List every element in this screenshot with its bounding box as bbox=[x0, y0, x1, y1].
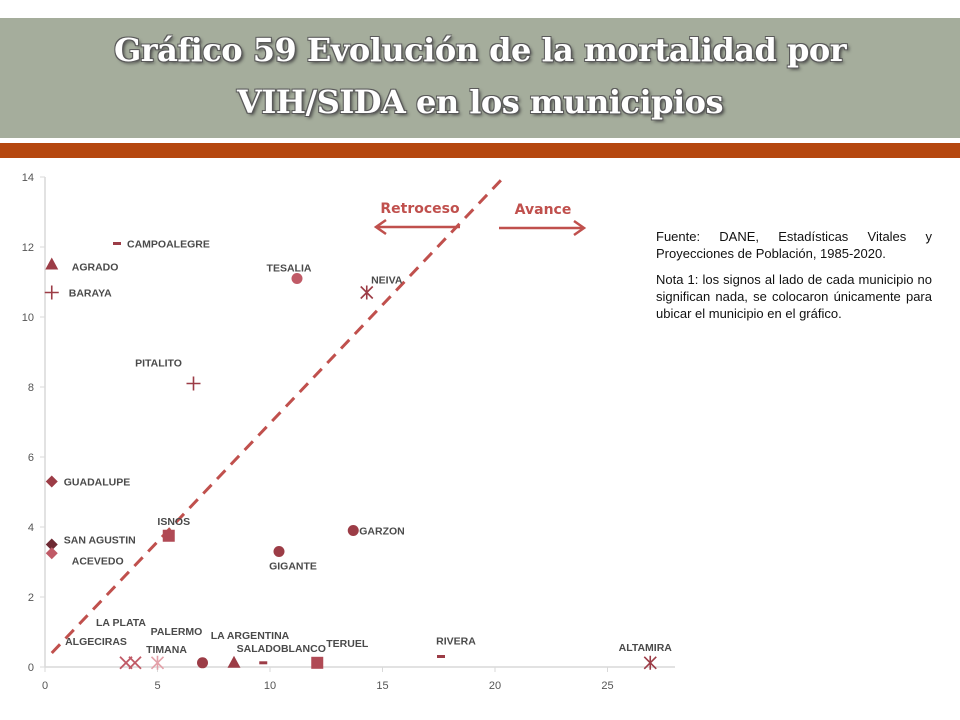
arrow-label-left: Retroceso bbox=[380, 201, 460, 217]
arrow-label-right: Avance bbox=[515, 202, 572, 218]
page-title: Gráfico 59 Evolución de la mortalidad po… bbox=[113, 31, 847, 121]
x-tick-label: 0 bbox=[42, 680, 48, 692]
arrow-head-left bbox=[373, 218, 387, 236]
reference-dashed-line bbox=[50, 175, 506, 655]
point-campoalegre bbox=[113, 242, 121, 245]
arrow-head-right bbox=[573, 219, 587, 237]
data-points: CAMPOALEGRE AGRADO BARAYA TESALIA NEIVA PITAL… bbox=[44, 239, 673, 670]
point-label-agrado: AGRADO bbox=[72, 262, 119, 274]
y-tick-label: 0 bbox=[28, 662, 34, 674]
chart-axes: 0 5 10 15 20 25 0 2 4 6 8 10 12 14 bbox=[22, 172, 675, 692]
point-rivera bbox=[437, 655, 445, 658]
point-pitalito bbox=[186, 376, 201, 391]
note-1: Nota 1: los signos al lado de cada munic… bbox=[656, 272, 932, 321]
point-san-agustin bbox=[45, 538, 58, 551]
point-label-palermo: PALERMO bbox=[151, 626, 203, 638]
point-label-tesalia: TESALIA bbox=[267, 263, 312, 275]
x-tick-label: 15 bbox=[376, 680, 388, 692]
y-tick-label: 4 bbox=[28, 522, 34, 534]
x-tick-label: 10 bbox=[264, 680, 276, 692]
scatter-chart: 0 5 10 15 20 25 0 2 4 6 8 10 12 14 Retroceso Avance CA… bbox=[22, 172, 675, 692]
y-tick-label: 2 bbox=[28, 592, 34, 604]
point-isnos bbox=[162, 529, 175, 542]
point-agrado bbox=[45, 257, 59, 270]
point-label-guadalupe: GUADALUPE bbox=[64, 477, 131, 489]
y-tick-label: 14 bbox=[22, 172, 34, 184]
point-label-neiva: NEIVA bbox=[371, 275, 403, 287]
y-tick-label: 12 bbox=[22, 242, 34, 254]
y-tick-label: 10 bbox=[22, 312, 34, 324]
source-note: Fuente: DANE, Estadísticas Vitales y Pro… bbox=[656, 229, 932, 261]
point-label-isnos: ISNOS bbox=[157, 516, 190, 528]
point-label-la-plata: LA PLATA bbox=[96, 617, 146, 629]
point-label-timana: TIMANA bbox=[146, 644, 187, 656]
point-label-san-agustin: SAN AGUSTIN bbox=[64, 535, 136, 547]
point-label-garzon: GARZON bbox=[359, 526, 405, 538]
point-label-rivera: RIVERA bbox=[436, 636, 476, 648]
point-baraya bbox=[44, 285, 59, 300]
point-label-teruel: TERUEL bbox=[326, 638, 369, 650]
point-label-algeciras: ALGECIRAS bbox=[65, 636, 127, 648]
y-tick-label: 6 bbox=[28, 452, 34, 464]
point-tesalia bbox=[291, 273, 303, 284]
point-label-saladoblanco: SALADOBLANCO bbox=[237, 643, 326, 655]
point-la-argentina bbox=[227, 655, 241, 668]
point-gigante bbox=[273, 546, 285, 557]
reference-line bbox=[50, 175, 506, 655]
point-label-altamira: ALTAMIRA bbox=[619, 642, 673, 654]
x-tick-label: 25 bbox=[601, 680, 613, 692]
x-tick-label: 5 bbox=[154, 680, 160, 692]
point-garzon bbox=[347, 525, 359, 536]
point-label-gigante: GIGANTE bbox=[269, 561, 317, 573]
point-label-acevedo: ACEVEDO bbox=[72, 555, 124, 567]
point-guadalupe bbox=[45, 475, 58, 488]
point-neiva bbox=[360, 285, 374, 300]
point-palermo bbox=[197, 657, 208, 669]
point-teruel bbox=[311, 656, 324, 669]
point-label-baraya: BARAYA bbox=[69, 288, 112, 300]
direction-arrows: Retroceso Avance bbox=[373, 201, 587, 237]
title-accent-bar bbox=[0, 143, 960, 158]
title-bar bbox=[0, 18, 960, 138]
point-label-la-argentina: LA ARGENTINA bbox=[211, 630, 290, 642]
point-label-campoalegre: CAMPOALEGRE bbox=[127, 239, 210, 251]
point-acevedo bbox=[45, 547, 58, 560]
notes-panel: Fuente: DANE, Estadísticas Vitales y Pro… bbox=[656, 228, 932, 331]
x-tick-label: 20 bbox=[489, 680, 501, 692]
point-algeciras bbox=[119, 656, 133, 670]
y-tick-label: 8 bbox=[28, 382, 34, 394]
point-label-pitalito: PITALITO bbox=[135, 358, 182, 370]
point-saladoblanco bbox=[259, 661, 268, 665]
point-altamira bbox=[643, 655, 657, 670]
point-timana bbox=[150, 655, 165, 670]
